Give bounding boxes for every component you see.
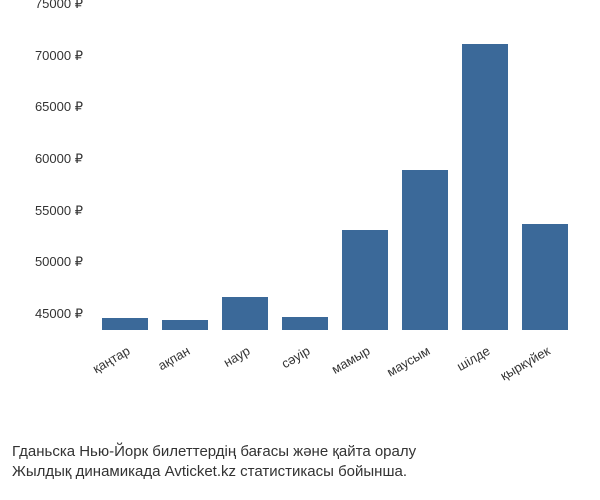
chart-caption: Гданьска Нью-Йорк билеттердің бағасы жән… [12,442,588,483]
x-label-slot: ақпан [155,335,215,415]
bar [462,44,509,330]
plot-area [90,20,580,330]
x-label-slot: қыркүйек [515,335,575,415]
bar [222,297,269,330]
x-axis: қаңтарақпаннаурсәуірмамырмаусымшілдеқырк… [90,335,580,415]
bar [282,317,329,330]
bar-slot [215,20,275,330]
y-axis: 45000 ₽ 50000 ₽ 55000 ₽ 60000 ₽ 65000 ₽ 70000… [15,20,87,330]
bar [342,230,389,330]
y-tick-label: 60000 ₽ [35,151,83,167]
bars-group [90,20,580,330]
y-tick-label: 65000 ₽ [35,99,83,115]
bar [162,320,209,330]
x-label-slot: маусым [395,335,455,415]
bar-slot [515,20,575,330]
x-label-slot: қаңтар [95,335,155,415]
y-tick-label: 55000 ₽ [35,203,83,219]
caption-line-2: Жылдық динамикада Avticket.kz статистика… [12,462,588,482]
bar [102,318,149,330]
caption-line-1: Гданьска Нью-Йорк билеттердің бағасы жән… [12,442,588,462]
x-label-slot: сәуір [275,335,335,415]
bar [522,224,569,330]
x-label-slot: мамыр [335,335,395,415]
price-chart: 45000 ₽ 50000 ₽ 55000 ₽ 60000 ₽ 65000 ₽ 70000… [15,15,585,415]
bar-slot [95,20,155,330]
y-tick-label: 50000 ₽ [35,254,83,270]
x-tick-label: сәуір [305,328,339,356]
x-tick-label: наур [245,329,277,356]
bar-slot [335,20,395,330]
bar-slot [275,20,335,330]
bar-slot [395,20,455,330]
x-label-slot: наур [215,335,275,415]
y-tick-label: 75000 ₽ [35,0,83,12]
bar-slot [455,20,515,330]
bar [402,170,449,330]
bar-slot [155,20,215,330]
y-tick-label: 45000 ₽ [35,306,83,322]
y-tick-label: 70000 ₽ [35,48,83,64]
